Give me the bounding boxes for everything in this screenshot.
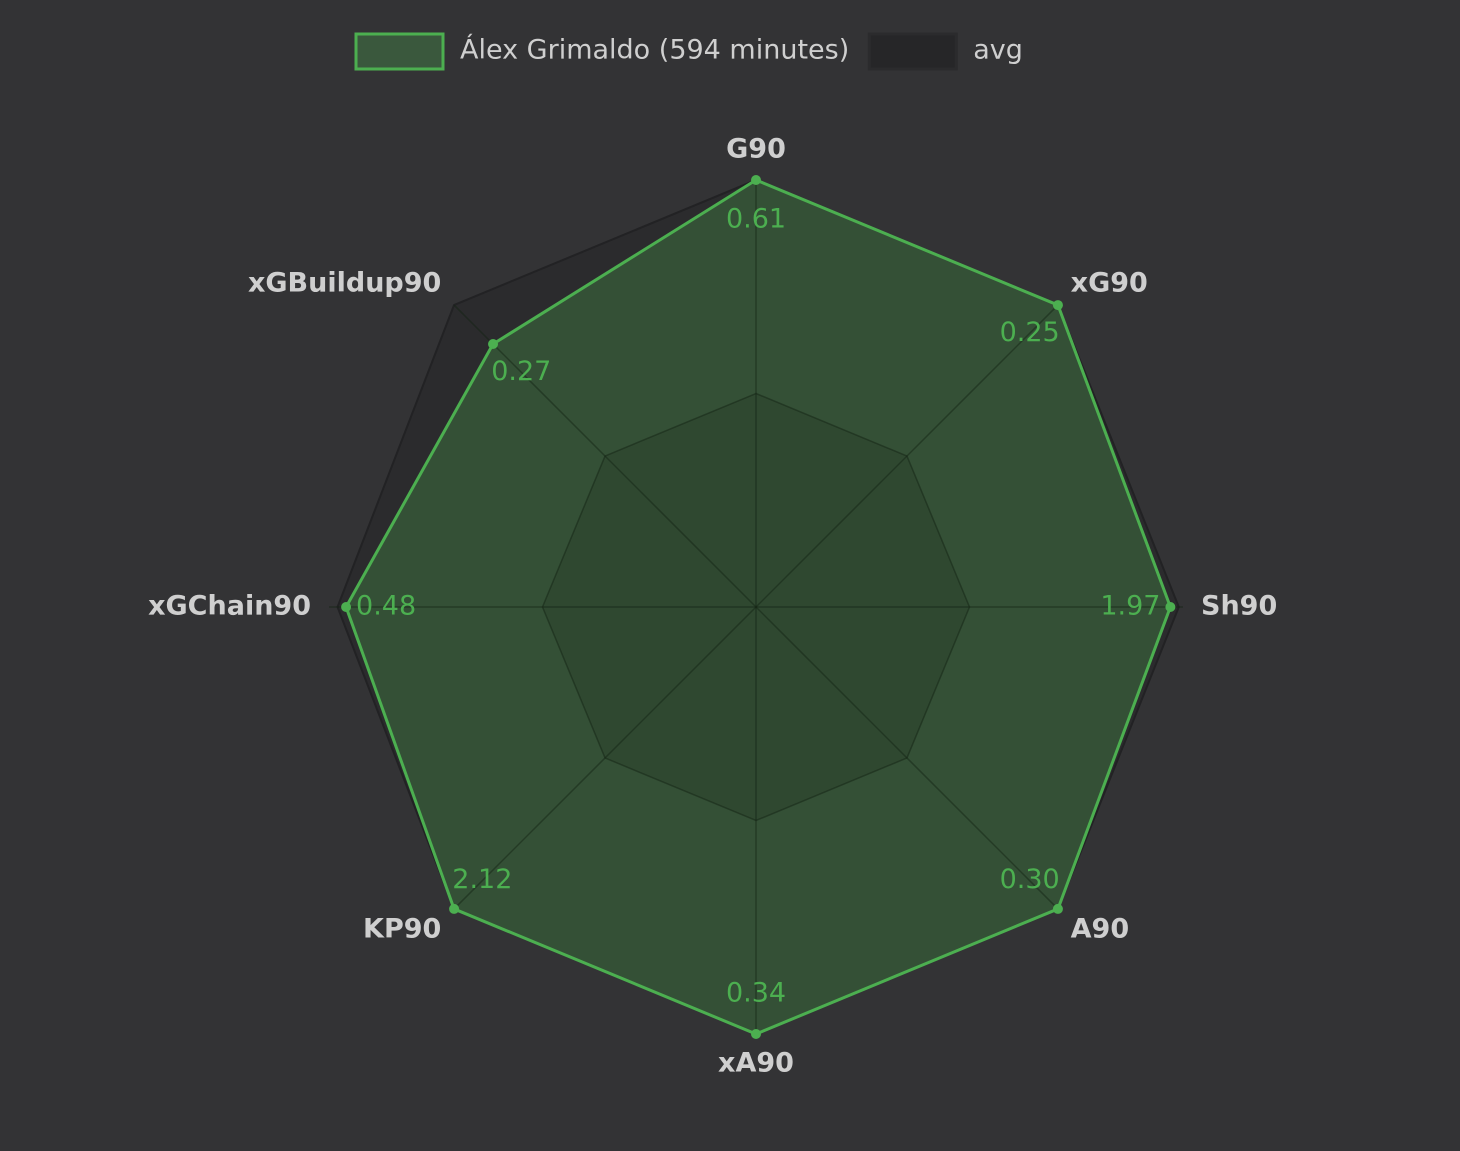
axis-label: xGBuildup90 (248, 267, 441, 298)
data-point (449, 903, 460, 914)
grid-spoke (453, 304, 757, 608)
data-point (751, 175, 761, 185)
value-label: 0.34 (726, 978, 786, 1009)
data-point (751, 1029, 761, 1039)
value-label: 0.27 (491, 356, 551, 387)
legend-label: avg (973, 35, 1023, 66)
axis-label: xA90 (718, 1048, 794, 1079)
value-label: 0.61 (726, 204, 786, 235)
data-point (341, 602, 352, 612)
grid-spoke (755, 606, 1059, 910)
axis-label: xGChain90 (148, 591, 311, 622)
data-point (488, 339, 499, 350)
data-point (1165, 602, 1176, 612)
axis-label: A90 (1071, 914, 1129, 945)
axis-label: Sh90 (1201, 591, 1277, 622)
value-label: 1.97 (1100, 591, 1160, 622)
data-point (1052, 903, 1063, 914)
grid-spoke (453, 606, 757, 910)
axis-label: G90 (726, 134, 786, 165)
legend: Álex Grimaldo (594 minutes) avg (354, 32, 1023, 71)
value-label: 0.30 (1000, 864, 1060, 895)
value-label: 2.12 (452, 864, 512, 895)
value-label: 0.25 (1000, 317, 1060, 348)
legend-swatch (354, 32, 445, 71)
legend-swatch (867, 32, 958, 71)
axis-label: KP90 (363, 914, 441, 945)
data-point (1052, 300, 1063, 311)
legend-label: Álex Grimaldo (594 minutes) (460, 34, 849, 66)
value-label: 0.48 (356, 591, 416, 622)
axis-label: xG90 (1071, 267, 1148, 298)
grid-spoke (755, 304, 1059, 608)
